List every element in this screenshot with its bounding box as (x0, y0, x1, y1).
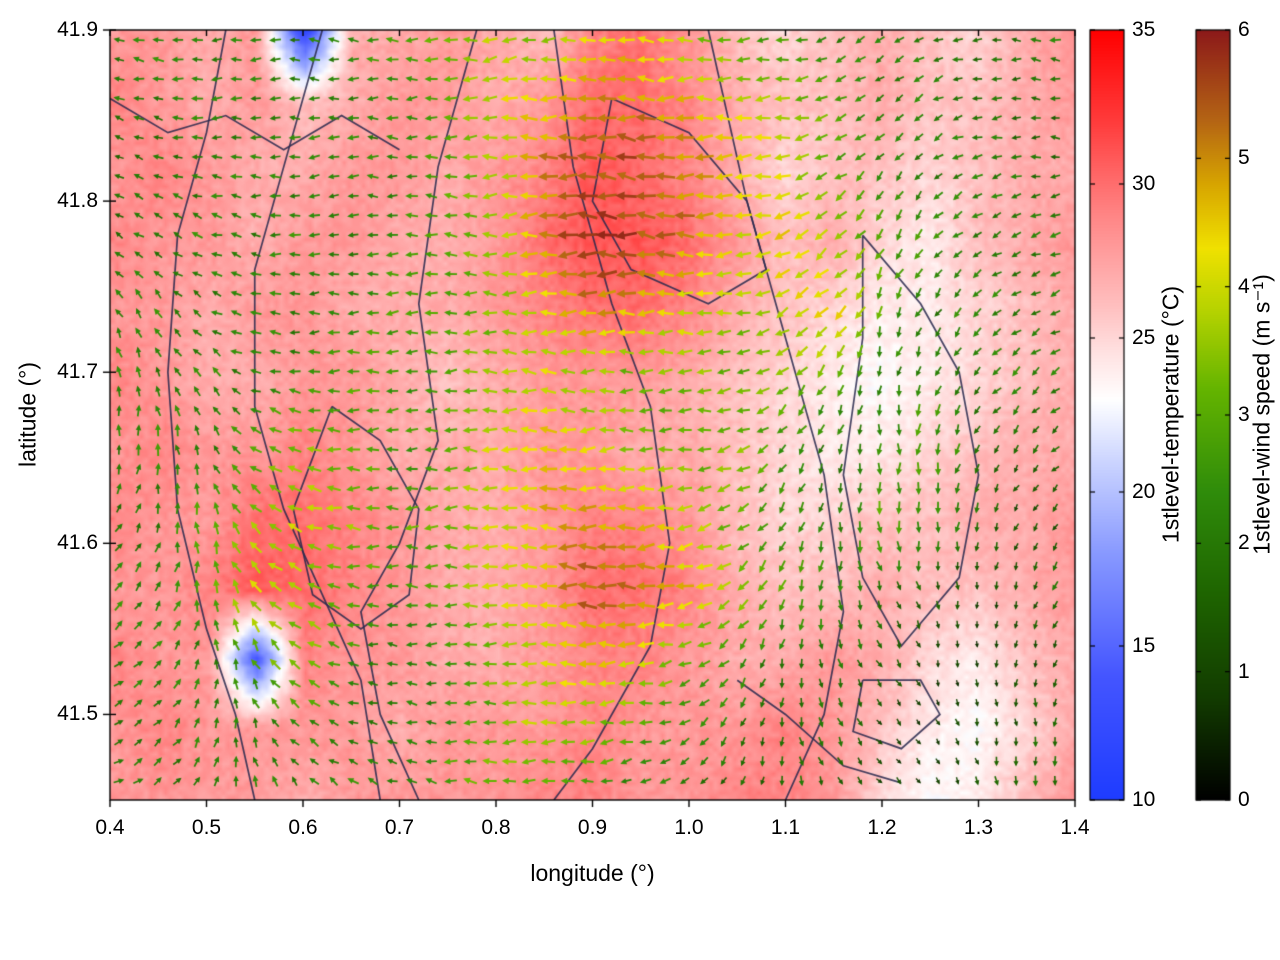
temperature-colorbar-tick-label: 35 (1132, 18, 1156, 41)
windspeed-colorbar-tick-label: 3 (1238, 403, 1250, 426)
x-tick-label: 1.4 (1060, 816, 1090, 839)
windspeed-colorbar-tick-label: 5 (1238, 146, 1250, 170)
windspeed-colorbar-tick-label: 0 (1238, 788, 1250, 811)
temperature-colorbar-tick-label: 30 (1132, 172, 1156, 195)
x-tick-label: 1.0 (674, 816, 704, 839)
temperature-colorbar-label: 1stlevel-temperature (°C) (1157, 285, 1184, 544)
x-axis-label: longitude (°) (530, 860, 655, 886)
x-tick-label: 0.5 (191, 816, 222, 839)
temperature-colorbar-tick-label: 15 (1132, 634, 1156, 657)
temperature-colorbar-tick-label: 20 (1132, 480, 1156, 503)
windspeed-colorbar-tick-label: 6 (1238, 18, 1250, 41)
x-tick-label: 0.7 (384, 816, 415, 839)
windspeed-colorbar-tick-label: 4 (1238, 274, 1250, 298)
temperature-colorbar-tick-label: 25 (1132, 326, 1156, 349)
y-axis-label: latitude (°) (14, 361, 41, 468)
x-tick-label: 0.4 (95, 816, 125, 839)
x-tick-label: 1.1 (770, 816, 801, 839)
x-tick-label: 0.9 (577, 816, 608, 839)
y-tick-label: 41.6 (57, 531, 98, 555)
x-tick-label: 0.6 (288, 816, 318, 839)
y-tick-label: 41.8 (57, 189, 98, 213)
x-tick-label: 1.3 (963, 816, 994, 839)
windspeed-colorbar-tick-label: 2 (1238, 531, 1250, 555)
windspeed-colorbar-tick-label: 1 (1238, 659, 1250, 683)
y-tick-label: 41.9 (57, 18, 98, 41)
x-tick-label: 1.2 (867, 816, 897, 839)
y-tick-label: 41.5 (57, 702, 98, 726)
y-tick-label: 41.7 (57, 360, 98, 384)
temperature-colorbar-tick-label: 10 (1132, 788, 1156, 811)
x-tick-label: 0.8 (481, 816, 511, 839)
